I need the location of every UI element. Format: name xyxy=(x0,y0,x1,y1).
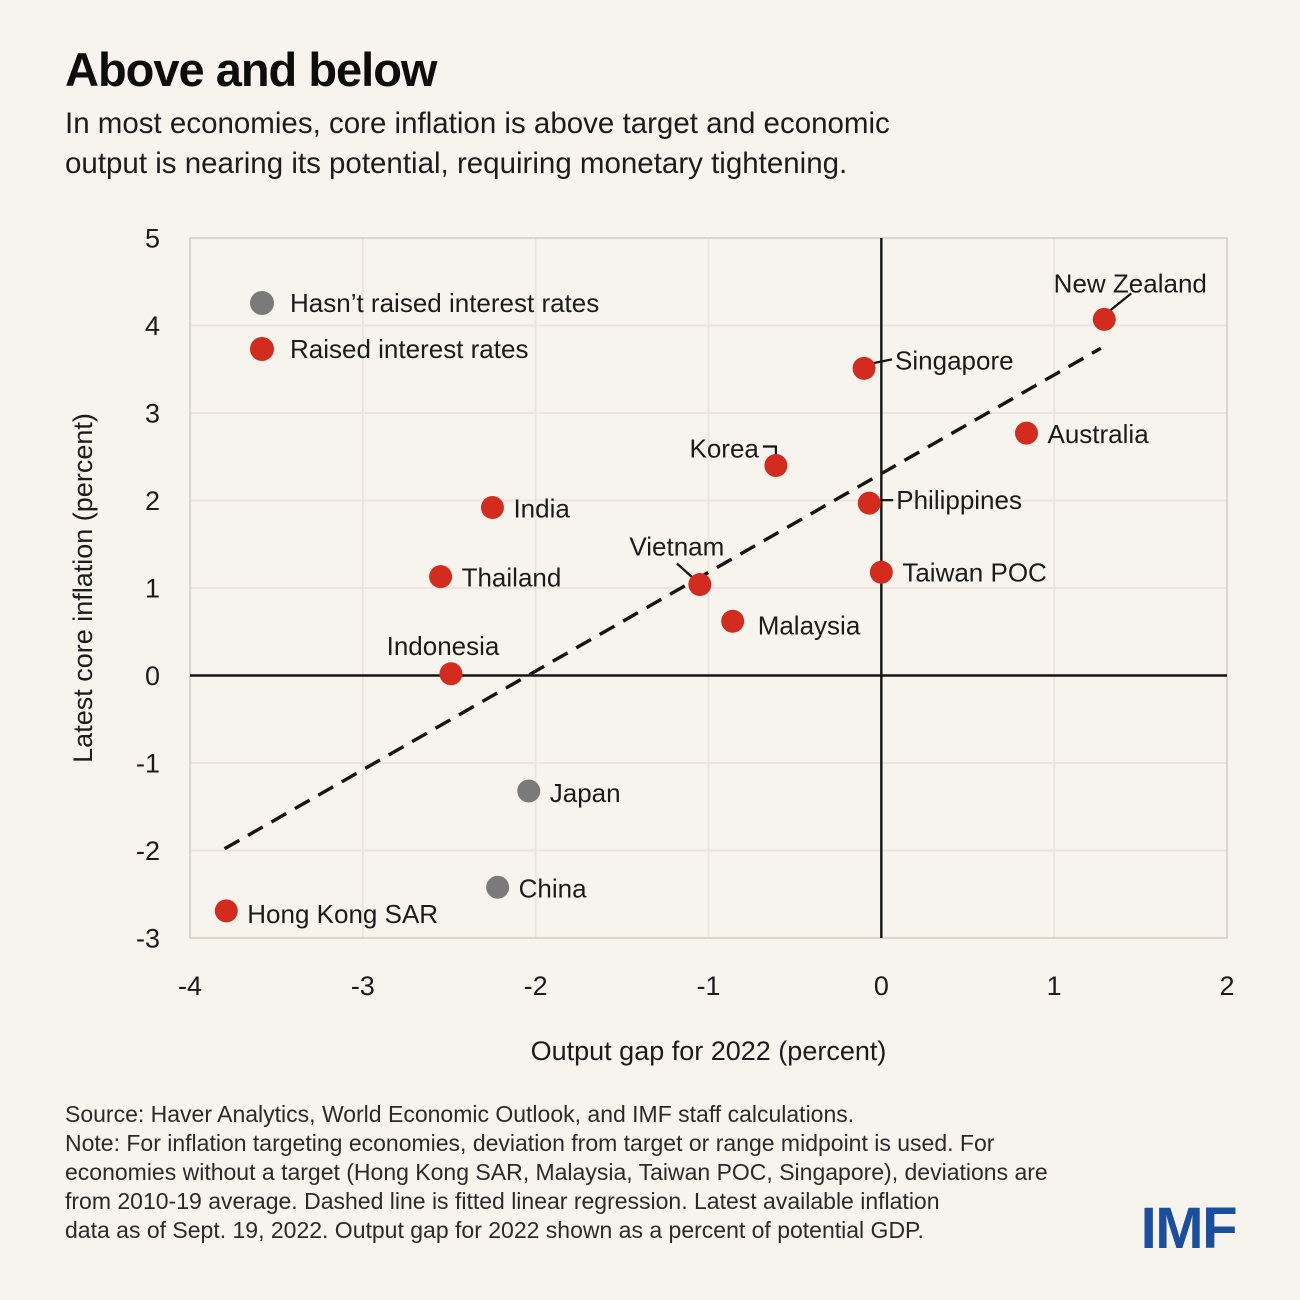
y-tick-label: 5 xyxy=(145,224,160,254)
subtitle-line-1: In most economies, core inflation is abo… xyxy=(65,107,890,140)
x-axis-title: Output gap for 2022 (percent) xyxy=(531,1036,887,1066)
footer-line-1: Source: Haver Analytics, World Economic … xyxy=(65,1101,855,1127)
regression-line xyxy=(223,346,1102,851)
point-label-singapore: Singapore xyxy=(895,345,1014,375)
point-label-china: China xyxy=(519,873,587,903)
point-vietnam xyxy=(688,573,712,596)
point-singapore xyxy=(852,356,876,380)
point-china xyxy=(486,875,510,899)
y-axis-title: Latest core inflation (percent) xyxy=(68,413,98,763)
y-tick-label: 3 xyxy=(145,399,160,429)
x-tick-label: -3 xyxy=(351,971,375,1001)
legend-label-hasn-t-raised-interest-rates: Hasn’t raised interest rates xyxy=(290,288,599,318)
legend-marker-gray xyxy=(250,291,274,315)
connector-singapore xyxy=(871,358,893,365)
point-india xyxy=(480,496,504,519)
y-tick-label: 2 xyxy=(145,486,160,516)
plot-border xyxy=(189,237,1228,939)
point-label-taiwan-poc: Taiwan POC xyxy=(902,557,1046,587)
footer-line-3: economies without a target (Hong Kong SA… xyxy=(65,1159,1048,1185)
point-taiwan-poc xyxy=(869,560,893,584)
point-new-zealand xyxy=(1092,307,1116,331)
point-label-japan: Japan xyxy=(550,778,621,808)
y-tick-label: -1 xyxy=(136,749,160,779)
x-tick-label: -2 xyxy=(524,971,548,1001)
imf-logo: IMF xyxy=(1140,1196,1238,1261)
point-label-hong-kong-sar: Hong Kong SAR xyxy=(247,899,438,929)
point-label-korea: Korea xyxy=(690,434,760,464)
connector-korea xyxy=(762,445,778,455)
point-label-new-zealand: New Zealand xyxy=(1054,268,1207,298)
point-label-australia: Australia xyxy=(1048,419,1150,449)
y-tick-label: 4 xyxy=(145,311,160,341)
point-label-indonesia: Indonesia xyxy=(387,631,500,661)
point-australia xyxy=(1015,421,1039,445)
x-tick-label: -4 xyxy=(178,971,202,1001)
point-label-vietnam: Vietnam xyxy=(629,532,724,562)
point-label-philippines: Philippines xyxy=(896,485,1022,515)
point-label-malaysia: Malaysia xyxy=(758,610,861,640)
source-note: Source: Haver Analytics, World Economic … xyxy=(65,1100,1048,1245)
footer-line-5: data as of Sept. 19, 2022. Output gap fo… xyxy=(65,1217,924,1243)
footer-line-4: from 2010-19 average. Dashed line is fit… xyxy=(65,1188,940,1214)
point-philippines xyxy=(857,491,881,515)
footer-line-2: Note: For inflation targeting economies,… xyxy=(65,1130,995,1156)
y-tick-label: -3 xyxy=(136,924,160,954)
y-tick-label: 1 xyxy=(145,574,160,604)
point-hong-kong-sar xyxy=(214,899,238,923)
x-tick-label: 1 xyxy=(1047,971,1062,1001)
y-tick-label: 0 xyxy=(145,661,160,691)
x-tick-label: 0 xyxy=(874,971,889,1001)
x-tick-label: 2 xyxy=(1219,971,1234,1001)
point-label-thailand: Thailand xyxy=(462,563,562,593)
x-tick-label: -1 xyxy=(696,971,720,1001)
subtitle-line-2: output is nearing its potential, requiri… xyxy=(65,146,848,180)
connector-new-zealand xyxy=(1109,292,1132,312)
point-malaysia xyxy=(721,609,745,633)
point-indonesia xyxy=(439,662,463,686)
y-tick-label: -2 xyxy=(136,836,160,866)
chart-subtitle: In most economies, core inflation is abo… xyxy=(65,104,890,183)
point-label-india: India xyxy=(513,494,570,524)
legend-label-raised-interest-rates: Raised interest rates xyxy=(290,334,528,364)
point-korea xyxy=(764,454,788,477)
legend-marker-red xyxy=(250,337,274,361)
point-thailand xyxy=(429,565,453,589)
chart-title: Above and below xyxy=(65,43,437,96)
point-japan xyxy=(517,779,541,803)
